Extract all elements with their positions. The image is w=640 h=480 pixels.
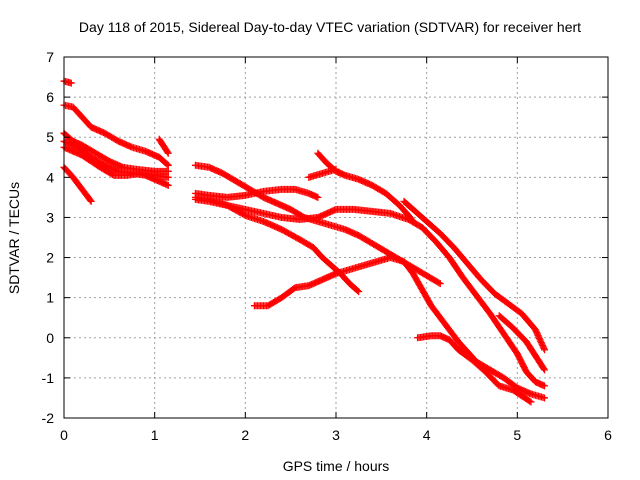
data-point (164, 173, 172, 181)
data-point (354, 287, 362, 295)
data-point (541, 382, 549, 390)
chart-title: Day 118 of 2015, Sidereal Day-to-day VTE… (79, 19, 581, 35)
series-track-5 (60, 143, 172, 181)
series-track-12 (250, 254, 549, 402)
data-point (540, 365, 548, 373)
data-point (163, 160, 171, 168)
x-tick-label: 5 (513, 427, 521, 443)
data-point (314, 193, 322, 201)
data-point (87, 197, 95, 205)
series-track-13 (314, 149, 417, 225)
x-tick-label: 3 (332, 427, 340, 443)
y-tick-label: 0 (46, 330, 54, 346)
series-track-2 (60, 101, 172, 169)
y-tick-label: 5 (46, 129, 54, 145)
data-point (164, 149, 172, 157)
data-point (164, 167, 172, 175)
data-point (541, 394, 549, 402)
data-point (86, 196, 94, 204)
y-tick-label: 3 (46, 209, 54, 225)
x-tick-label: 0 (60, 427, 68, 443)
axis-ticks: 0 1 2 3 4 5 6 -2 -1 0 1 2 3 4 5 6 7 (42, 49, 613, 443)
data-series (60, 77, 549, 406)
series-track-11 (191, 193, 363, 296)
grid-lines (64, 57, 608, 418)
data-point (526, 397, 534, 405)
data-point (67, 79, 75, 87)
data-point (355, 288, 363, 296)
series-track-10 (191, 195, 549, 390)
y-tick-label: 4 (46, 169, 54, 185)
series-track-14 (305, 165, 340, 181)
series-track-9 (191, 185, 322, 201)
series-track-6 (60, 163, 95, 205)
series-track-15 (400, 197, 549, 354)
data-point (164, 181, 172, 189)
y-tick-label: 6 (46, 89, 54, 105)
y-axis-label: SDTVAR / TECUs (6, 182, 22, 294)
y-tick-label: -1 (42, 370, 55, 386)
x-tick-label: 4 (423, 427, 431, 443)
data-point (164, 161, 172, 169)
data-point (436, 280, 444, 288)
x-tick-label: 6 (604, 427, 612, 443)
data-point (527, 398, 535, 406)
data-point (163, 148, 171, 156)
series-track-7 (155, 135, 172, 157)
series-track-1 (60, 77, 75, 87)
data-point (541, 366, 549, 374)
data-point (541, 346, 549, 354)
series-track-8 (191, 161, 444, 288)
data-point (409, 217, 417, 225)
y-tick-label: 7 (46, 49, 54, 65)
series-track-16 (495, 312, 549, 374)
y-tick-label: 2 (46, 250, 54, 266)
series-track-4 (60, 137, 172, 189)
x-axis-label: GPS time / hours (283, 458, 390, 474)
data-point (332, 165, 340, 173)
data-point (435, 279, 443, 287)
data-point (408, 216, 416, 224)
series-track-17 (414, 332, 535, 406)
x-tick-label: 2 (241, 427, 249, 443)
x-tick-label: 1 (151, 427, 159, 443)
y-tick-label: -2 (42, 410, 55, 426)
series-track-3 (60, 129, 172, 175)
y-tick-label: 1 (46, 290, 54, 306)
